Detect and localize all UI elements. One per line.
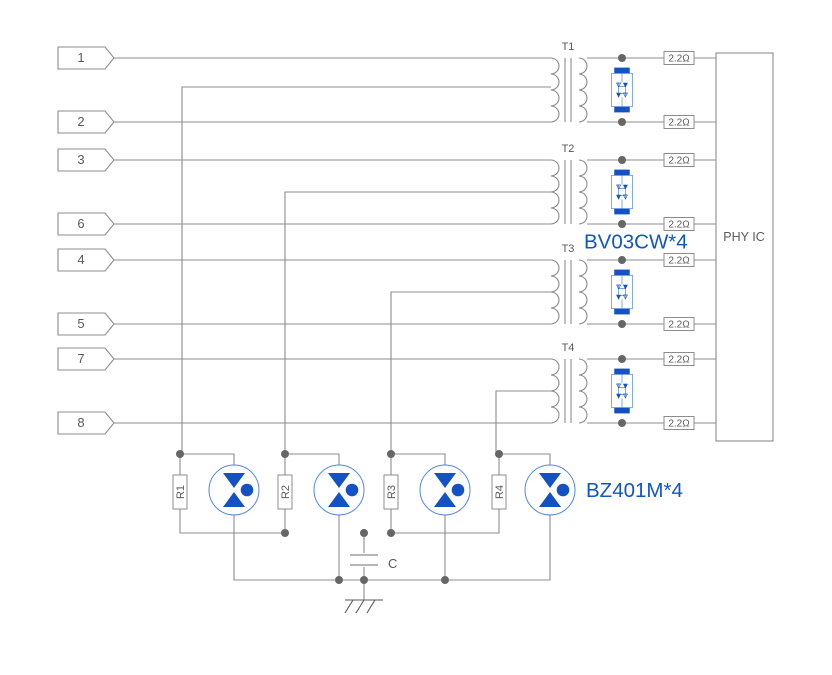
svg-text:R4: R4 bbox=[494, 485, 506, 499]
svg-text:T4: T4 bbox=[562, 342, 575, 354]
svg-text:BZ401M*4: BZ401M*4 bbox=[586, 479, 683, 502]
svg-text:2: 2 bbox=[77, 114, 84, 129]
svg-text:1: 1 bbox=[77, 50, 84, 65]
svg-text:5: 5 bbox=[77, 316, 84, 331]
svg-text:4: 4 bbox=[77, 252, 84, 267]
svg-text:7: 7 bbox=[77, 351, 84, 366]
svg-text:T2: T2 bbox=[562, 143, 575, 155]
svg-text:3: 3 bbox=[77, 152, 84, 167]
svg-text:R2: R2 bbox=[280, 485, 292, 499]
svg-text:PHY IC: PHY IC bbox=[723, 230, 764, 244]
svg-text:R1: R1 bbox=[175, 485, 187, 499]
svg-text:T1: T1 bbox=[562, 41, 575, 53]
svg-text:T3: T3 bbox=[562, 243, 575, 255]
svg-text:C: C bbox=[388, 556, 397, 571]
svg-text:8: 8 bbox=[77, 415, 84, 430]
svg-text:BV03CW*4: BV03CW*4 bbox=[584, 231, 688, 254]
svg-text:6: 6 bbox=[77, 216, 84, 231]
svg-text:R3: R3 bbox=[386, 485, 398, 499]
